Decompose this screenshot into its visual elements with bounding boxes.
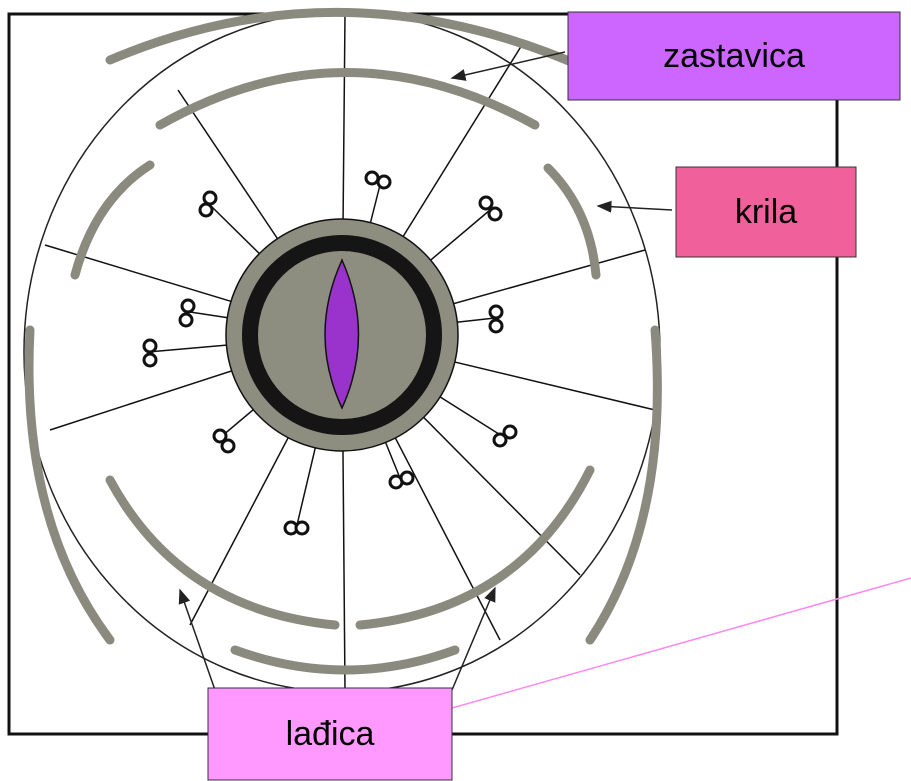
label-keel: lađica <box>208 688 452 780</box>
label-text: zastavica <box>663 37 805 75</box>
label-standard: zastavica <box>568 12 900 100</box>
floral-diagram: zastavica krila lađica <box>0 0 911 781</box>
label-wings: krila <box>676 167 856 257</box>
label-text: lađica <box>286 715 375 753</box>
label-text: krila <box>735 193 797 231</box>
